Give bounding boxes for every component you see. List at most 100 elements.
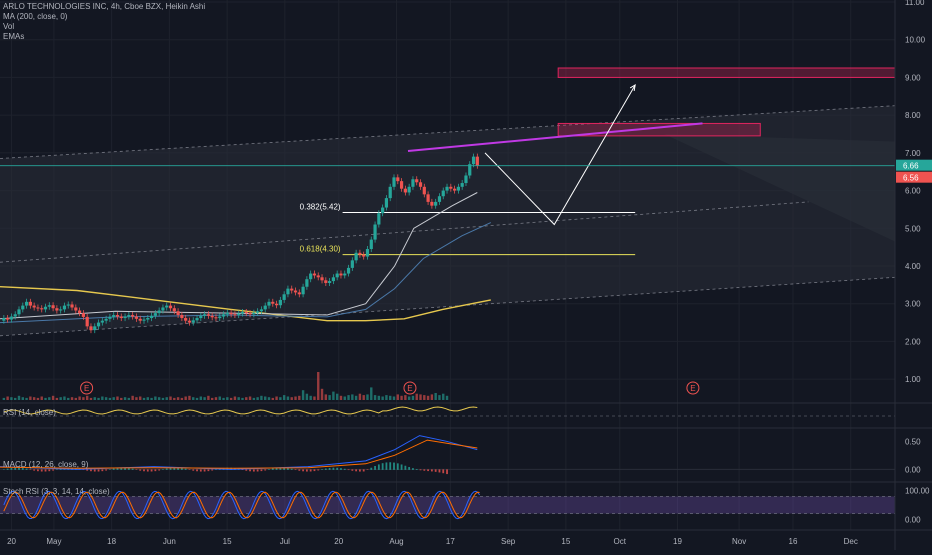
macd-histogram-bar	[143, 469, 145, 472]
time-tick-label: Jul	[280, 537, 290, 546]
candle	[210, 315, 214, 318]
macd-histogram-bar	[430, 469, 433, 472]
candle	[2, 318, 6, 321]
volume-bar	[404, 395, 407, 400]
macd-histogram-bar	[177, 467, 179, 470]
volume-bar	[358, 393, 362, 400]
projection-path	[484, 84, 636, 226]
candle	[225, 312, 229, 315]
earnings-label: E	[690, 384, 695, 393]
candle	[32, 305, 36, 308]
candle	[392, 177, 396, 187]
volume-bar	[301, 390, 305, 400]
candle	[381, 207, 385, 214]
volume-bar	[74, 397, 78, 400]
candle	[40, 308, 44, 310]
candle	[271, 301, 275, 304]
candle	[430, 201, 434, 206]
stoch-tick-label: 100.00	[905, 487, 930, 496]
macd-histogram-bar	[180, 468, 183, 470]
macd-histogram-bar	[275, 467, 278, 470]
candle	[399, 181, 404, 189]
volume-bar	[241, 397, 244, 400]
volume-bar	[245, 397, 248, 400]
time-tick-label: 20	[7, 537, 16, 546]
volume-bar	[362, 395, 365, 400]
candle	[55, 308, 59, 311]
candle	[377, 213, 381, 225]
volume-bar	[146, 397, 149, 400]
volume-bar	[25, 397, 28, 400]
macd-histogram-bar	[192, 469, 195, 471]
macd-histogram-bar	[37, 469, 39, 472]
ma200-line	[0, 286, 491, 322]
volume-bar	[104, 397, 108, 400]
candle	[460, 183, 464, 187]
volume-bar	[377, 395, 381, 400]
fib-label: 0.382(5.42)	[300, 202, 341, 211]
stoch-band	[0, 496, 895, 514]
macd-histogram-bar	[340, 468, 342, 470]
volume-bar	[351, 394, 354, 400]
candle	[365, 249, 370, 257]
price-tick-label: 4.00	[905, 262, 921, 271]
candle	[256, 311, 260, 313]
candle	[229, 312, 233, 315]
volume-bar	[123, 397, 127, 400]
volume-bar	[252, 397, 256, 400]
macd-histogram-bar	[21, 468, 24, 470]
candle	[108, 316, 112, 319]
macd-histogram-bar	[93, 469, 96, 472]
volume-bar	[40, 396, 43, 400]
volume-bar	[389, 395, 392, 400]
volume-bar	[44, 397, 47, 400]
volume-bar	[290, 397, 293, 400]
volume-bar	[267, 397, 271, 400]
candle	[267, 301, 271, 306]
volume-bar	[282, 395, 286, 400]
candle	[165, 305, 169, 308]
volume-bar	[426, 395, 430, 400]
volume-bar	[169, 396, 172, 400]
macd-histogram-bar	[158, 469, 161, 471]
candle	[127, 315, 131, 317]
volume-bar	[317, 372, 320, 400]
projection-arrowhead	[629, 83, 636, 92]
volume-bar	[298, 395, 301, 400]
candle	[199, 315, 203, 319]
volume-bar	[150, 397, 153, 400]
volume-bar	[127, 397, 131, 400]
candle	[339, 273, 343, 276]
ma-legend: MA (200, close, 0)	[3, 12, 68, 21]
rsi-line	[3, 406, 478, 415]
macd-histogram-bar	[105, 469, 108, 471]
candle	[464, 175, 468, 184]
candle	[187, 320, 192, 323]
volume-bar	[78, 396, 81, 400]
volume-bar	[48, 397, 51, 400]
chart-legend: ARLO TECHNOLOGIES INC, 4h, Cboe BZX, Hei…	[3, 2, 205, 42]
volume-bar	[203, 397, 206, 400]
candle	[17, 309, 21, 315]
volume-bar	[51, 395, 55, 400]
volume-bar	[264, 396, 267, 400]
macd-histogram-bar	[40, 469, 43, 472]
macd-histogram-bar	[44, 469, 47, 472]
time-tick-label: Oct	[614, 537, 627, 546]
macd-histogram-bar	[290, 468, 293, 470]
volume-bar	[423, 395, 426, 400]
candle	[312, 273, 317, 276]
macd-histogram-bar	[260, 469, 263, 472]
volume-bar	[370, 387, 373, 400]
macd-histogram-bar	[165, 468, 168, 470]
volume-bar	[354, 395, 358, 400]
macd-histogram-bar	[302, 469, 304, 472]
candle	[218, 316, 222, 319]
macd-histogram-bar	[336, 467, 339, 470]
macd-histogram-bar	[252, 469, 255, 472]
macd-histogram-bar	[184, 468, 187, 470]
macd-label: MACD (12, 26, close, 9)	[3, 460, 89, 469]
macd-histogram-bar	[25, 468, 28, 470]
